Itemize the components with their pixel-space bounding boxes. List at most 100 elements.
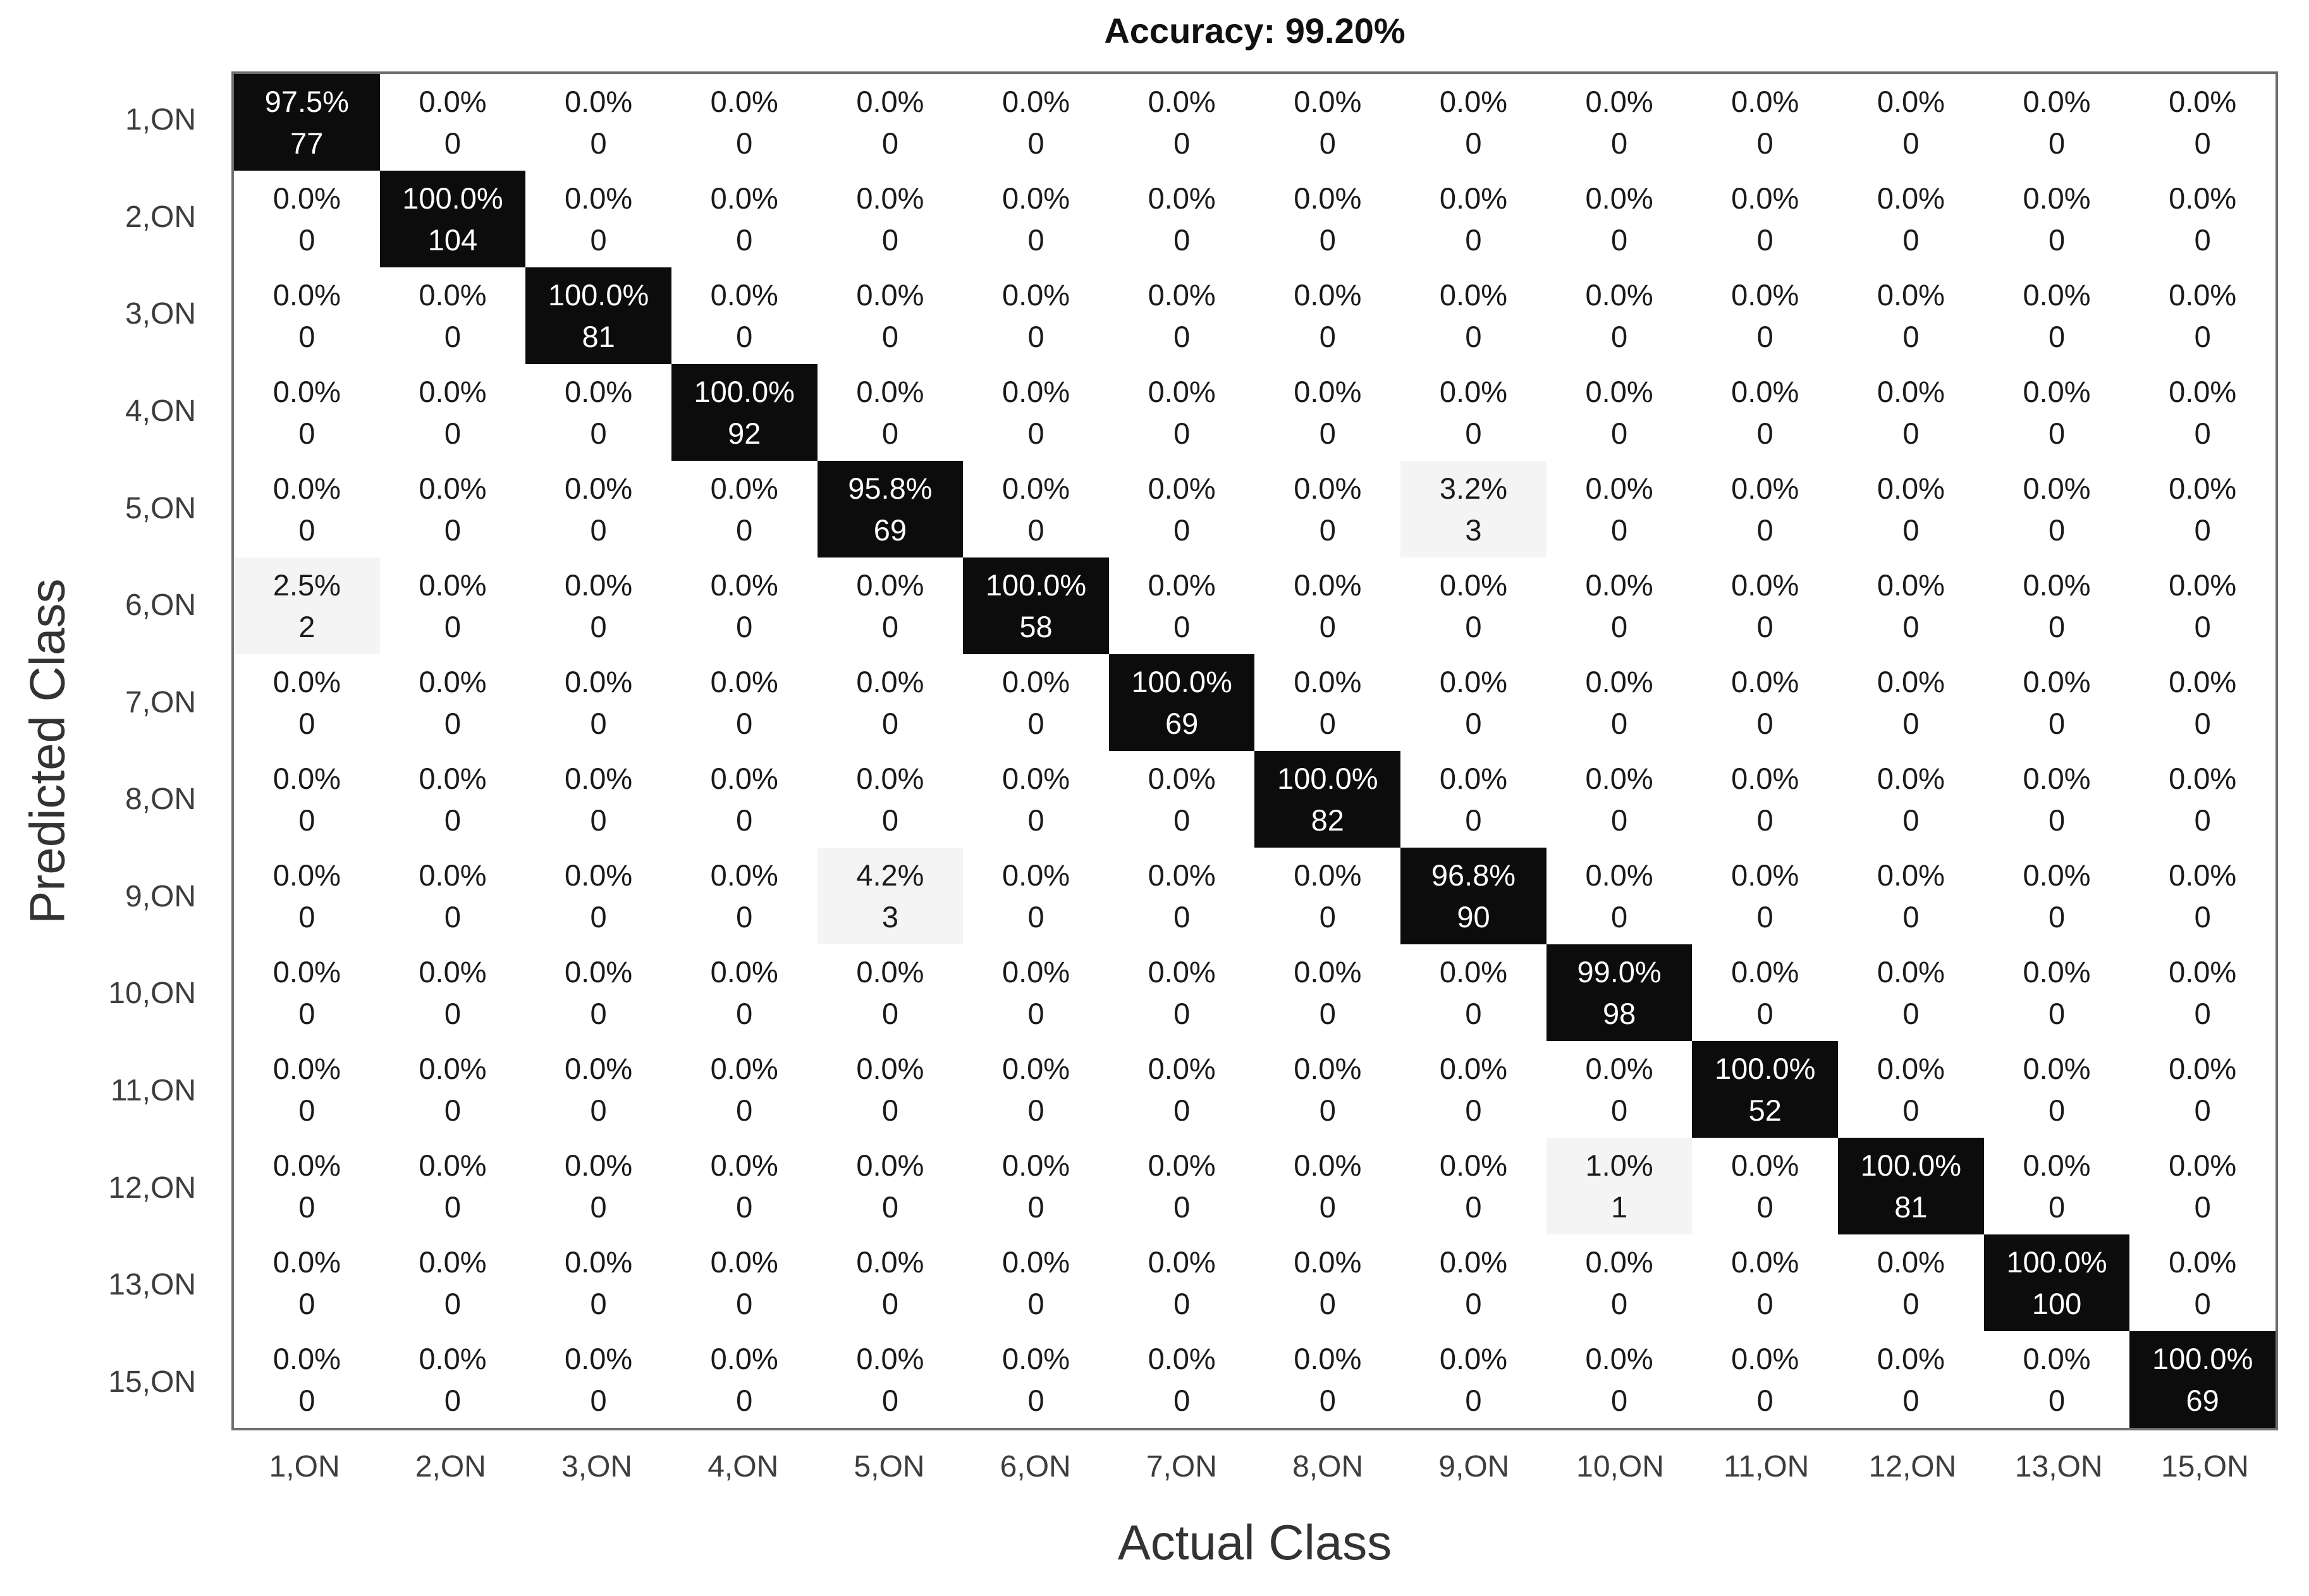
cell-percent: 4.2% [856,858,924,892]
cell-percent: 0.0% [1585,1245,1653,1279]
matrix-cell-r8-c5: 0.0% 0 [818,751,964,848]
cell-count: 0 [2048,320,2066,354]
y-tick-label-1: 1,ON [125,103,196,137]
cell-count: 0 [444,320,462,354]
matrix-cell-r8-c12: 0.0% 0 [1838,751,1984,848]
matrix-cell-r11-c5: 0.0% 0 [818,1041,964,1138]
cell-percent: 100.0% [1277,761,1378,795]
cell-count: 0 [1173,417,1191,451]
matrix-cell-r9-c3: 0.0% 0 [525,848,671,944]
matrix-cell-r7-c7: 100.0% 69 [1108,654,1255,751]
cell-percent: 0.0% [1294,858,1362,892]
x-tick-label-8: 8,ON [1292,1450,1364,1483]
cell-count: 0 [1611,707,1628,741]
x-tick-label-5: 5,ON [854,1450,925,1483]
matrix-cell-r11-c1: 0.0% 0 [234,1041,380,1138]
cell-count: 0 [1027,803,1044,838]
cell-count: 0 [1611,900,1628,934]
matrix-cell-r13-c13: 100.0% 100 [1983,1234,2130,1331]
matrix-cell-r5-c6: 0.0% 0 [963,461,1109,557]
cell-percent: 0.0% [1439,1245,1508,1279]
x-tick-label-10: 10,ON [1576,1450,1664,1483]
matrix-cell-r6-c10: 0.0% 0 [1546,557,1693,654]
matrix-cell-r6-c1: 2.5% 2 [234,557,380,654]
matrix-cell-r5-c1: 0.0% 0 [234,461,380,557]
matrix-cell-r12-c9: 0.0% 0 [1400,1138,1546,1234]
matrix-cell-r5-c14: 0.0% 0 [2129,461,2275,557]
cell-percent: 0.0% [565,374,633,408]
cell-percent: 0.0% [2023,1148,2091,1182]
cell-percent: 0.0% [1439,1051,1508,1085]
matrix-cell-r8-c1: 0.0% 0 [234,751,380,848]
cell-percent: 0.0% [1001,858,1070,892]
cell-count: 90 [1457,900,1490,934]
cell-percent: 0.0% [1294,1148,1362,1182]
cell-count: 0 [1756,1384,1773,1418]
cell-count: 0 [736,1384,753,1418]
cell-count: 0 [2194,1190,2211,1224]
matrix-cell-r12-c13: 0.0% 0 [1984,1138,2130,1234]
matrix-cell-r7-c13: 0.0% 0 [1984,654,2130,751]
matrix-cell-r9-c8: 0.0% 0 [1254,848,1400,944]
cell-count: 0 [736,803,753,838]
cell-percent: 0.0% [273,858,341,892]
cell-percent: 0.0% [1731,761,1799,795]
matrix-cell-r5-c10: 0.0% 0 [1546,461,1693,557]
cell-count: 69 [1165,707,1199,741]
cell-count: 0 [1465,126,1482,161]
cell-count: 0 [736,223,753,257]
cell-count: 0 [1902,610,1920,644]
matrix-cell-r3-c9: 0.0% 0 [1400,267,1546,364]
matrix-cell-r5-c5: 95.8% 69 [817,461,964,557]
cell-percent: 0.0% [2169,568,2237,602]
matrix-cell-r10-c13: 0.0% 0 [1984,944,2130,1041]
cell-percent: 0.0% [1001,471,1070,505]
cell-percent: 0.0% [419,1148,487,1182]
cell-percent: 0.0% [273,1341,341,1375]
matrix-cell-r5-c12: 0.0% 0 [1838,461,1984,557]
cell-percent: 0.0% [1148,1341,1216,1375]
matrix-cell-r9-c12: 0.0% 0 [1838,848,1984,944]
cell-percent: 1.0% [1585,1148,1653,1182]
cell-count: 0 [1465,1287,1482,1321]
cell-percent: 0.0% [856,954,924,989]
cell-count: 0 [298,320,315,354]
y-tick-label-5: 5,ON [125,491,196,525]
cell-count: 0 [1611,513,1628,547]
matrix-cell-r13-c3: 0.0% 0 [525,1234,671,1331]
cell-percent: 0.0% [1439,181,1508,215]
cell-percent: 0.0% [565,84,633,118]
matrix-cell-r4-c5: 0.0% 0 [818,364,964,461]
cell-count: 0 [1902,1093,1920,1128]
matrix-cell-r4-c11: 0.0% 0 [1692,364,1838,461]
cell-count: 0 [590,610,607,644]
cell-percent: 0.0% [710,181,778,215]
cell-count: 0 [881,1093,898,1128]
cell-count: 0 [881,417,898,451]
cell-percent: 0.0% [2169,277,2237,312]
cell-count: 0 [1173,803,1191,838]
cell-percent: 0.0% [273,1051,341,1085]
x-tick-label-14: 15,ON [2161,1450,2249,1483]
matrix-cell-r8-c13: 0.0% 0 [1984,751,2130,848]
cell-percent: 0.0% [1877,1341,1945,1375]
cell-percent: 0.0% [710,1245,778,1279]
cell-percent: 0.0% [565,181,633,215]
cell-count: 0 [1465,320,1482,354]
matrix-cell-r11-c12: 0.0% 0 [1838,1041,1984,1138]
cell-count: 0 [736,1093,753,1128]
cell-percent: 100.0% [402,181,503,215]
cell-percent: 0.0% [1585,1341,1653,1375]
cell-count: 0 [2048,900,2066,934]
cell-count: 0 [590,513,607,547]
cell-count: 0 [1173,1093,1191,1128]
cell-percent: 0.0% [1877,181,1945,215]
matrix-cell-r9-c7: 0.0% 0 [1109,848,1255,944]
cell-percent: 100.0% [1131,664,1232,698]
cell-percent: 0.0% [2023,1051,2091,1085]
cell-count: 0 [1027,1384,1044,1418]
cell-percent: 0.0% [565,1148,633,1182]
cell-percent: 0.0% [1294,954,1362,989]
cell-percent: 0.0% [2169,858,2237,892]
cell-percent: 0.0% [2023,277,2091,312]
